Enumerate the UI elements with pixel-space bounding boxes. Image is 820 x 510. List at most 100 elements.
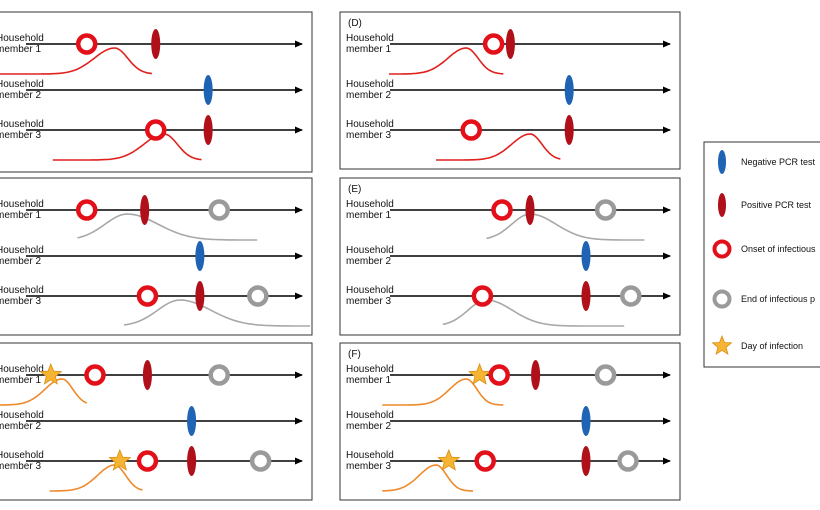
end-marker: [208, 199, 230, 221]
row-label: Household member 3: [0, 119, 44, 141]
onset-marker: [471, 285, 494, 307]
row-label-line: Household: [346, 119, 394, 130]
onset-marker: [460, 119, 482, 141]
row-label: Household member 2: [0, 410, 44, 432]
infectiousness-curve: [49, 464, 143, 492]
row-label: Household member 1: [346, 33, 394, 55]
infectiousness-curve: [52, 133, 202, 161]
row-label-line: Household: [0, 245, 44, 256]
household-row: Household member 2: [346, 241, 671, 271]
positive-pcr-marker: [525, 195, 535, 225]
row-label-line: Household: [0, 79, 44, 90]
row-label-line: Household: [0, 119, 44, 130]
infectiousness-curve: [123, 299, 310, 327]
onset-marker: [474, 450, 496, 472]
infection-day-marker: [108, 448, 132, 471]
row-label-line: member 2: [346, 256, 391, 267]
household-row: Household member 3: [346, 115, 671, 161]
positive-pcr-marker: [142, 360, 152, 390]
row-label-line: Household: [0, 450, 44, 461]
infection-day-marker: [711, 334, 733, 355]
panel-E: (E)Household member 1 Household member 2 Hou…: [339, 177, 681, 336]
positive-pcr-marker: [581, 446, 591, 476]
legend: Negative PCR test Positive PCR test Onset …: [703, 141, 820, 368]
row-label-line: member 2: [346, 90, 391, 101]
row-label-line: member 2: [346, 421, 391, 432]
negative-pcr-marker: [187, 406, 197, 436]
legend-item: Day of infection: [711, 334, 803, 355]
row-label-line: member 1: [346, 210, 391, 221]
end-marker: [208, 364, 230, 386]
row-label-line: Household: [0, 364, 44, 375]
row-label: Household member 1: [0, 33, 44, 55]
end-marker: [594, 199, 617, 221]
positive-pcr-marker: [203, 115, 213, 145]
household-row: Household member 2: [0, 75, 303, 105]
positive-pcr-marker: [187, 446, 197, 476]
row-label-line: Household: [0, 33, 44, 44]
household-row: Household member 2: [0, 241, 303, 271]
row-label-line: Household: [346, 79, 394, 90]
row-label: Household member 3: [0, 285, 44, 307]
household-row: Household member 2: [346, 75, 671, 105]
row-label: Household member 1: [346, 364, 394, 386]
legend-label: End of infectious p: [741, 294, 815, 304]
row-label-line: member 1: [0, 375, 41, 386]
legend-label: Onset of infectious: [741, 244, 816, 254]
onset-marker: [84, 364, 106, 386]
infectiousness-curve: [486, 213, 645, 241]
positive-pcr-marker: [581, 281, 591, 311]
row-label-line: Household: [0, 199, 44, 210]
row-label-line: member 3: [0, 130, 41, 141]
onset-marker: [491, 199, 513, 221]
row-label-line: Household: [0, 410, 44, 421]
row-label: Household member 2: [346, 245, 394, 267]
end-marker: [620, 285, 642, 307]
row-label-line: member 3: [346, 461, 391, 472]
infectiousness-curve: [442, 299, 625, 327]
row-label-line: member 1: [0, 44, 41, 55]
positive-pcr-marker: [564, 115, 574, 145]
row-label: Household member 3: [346, 285, 394, 307]
household-row: Household member 3: [346, 281, 671, 327]
legend-label: Negative PCR test: [741, 157, 816, 167]
row-label-line: member 2: [0, 256, 41, 267]
row-label-line: Household: [346, 410, 394, 421]
negative-pcr-marker: [718, 150, 726, 174]
infectiousness-curve: [382, 464, 473, 492]
row-label: Household member 2: [346, 410, 394, 432]
panel-letter: (F): [348, 349, 361, 360]
positive-pcr-marker: [151, 29, 161, 59]
onset-marker: [144, 119, 167, 141]
end-marker: [617, 450, 639, 472]
positive-pcr-marker: [195, 281, 205, 311]
household-row: Household member 1: [346, 195, 671, 241]
positive-pcr-marker: [531, 360, 541, 390]
panel-letter: (E): [348, 184, 361, 195]
end-marker: [594, 364, 617, 386]
row-label-line: member 2: [0, 421, 41, 432]
row-label: Household member 2: [0, 79, 44, 101]
row-label-line: member 1: [346, 44, 391, 55]
row-label-line: member 3: [0, 296, 41, 307]
legend-label: Positive PCR test: [741, 200, 812, 210]
negative-pcr-marker: [203, 75, 213, 105]
positive-pcr-marker: [505, 29, 515, 59]
onset-marker: [136, 285, 159, 307]
household-row: Household member 1: [0, 360, 303, 406]
onset-marker: [75, 199, 98, 221]
legend-item: Negative PCR test: [718, 150, 816, 174]
negative-pcr-marker: [581, 406, 591, 436]
row-label-line: member 2: [0, 90, 41, 101]
row-label: Household member 2: [346, 79, 394, 101]
infection-day-marker: [437, 448, 461, 471]
row-label-line: Household: [0, 285, 44, 296]
infectiousness-curve: [436, 133, 561, 161]
row-label-line: member 1: [346, 375, 391, 386]
positive-pcr-marker: [140, 195, 150, 225]
household-row: Household member 2: [346, 406, 671, 436]
